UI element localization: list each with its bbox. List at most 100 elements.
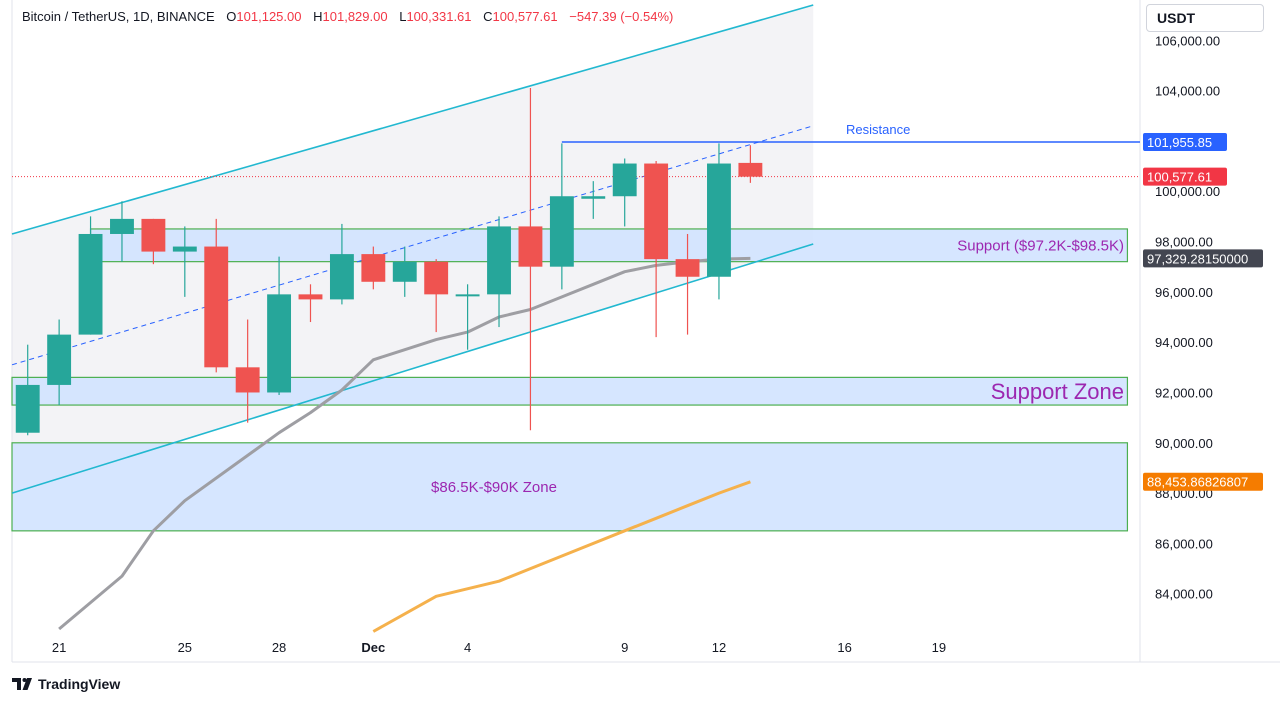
candle-body xyxy=(172,246,197,252)
candle xyxy=(612,158,637,227)
x-tick-label: Dec xyxy=(361,640,385,655)
candle xyxy=(581,181,606,219)
close-value: 100,577.61 xyxy=(492,9,558,24)
open-value: 101,125.00 xyxy=(236,9,302,24)
x-tick-label: 19 xyxy=(932,640,946,655)
open-label: O xyxy=(226,9,237,24)
y-tick-label: 86,000.00 xyxy=(1155,536,1213,551)
chart-legend: Bitcoin / TetherUS, 1D, BINANCE O101,125… xyxy=(22,9,673,24)
y-tick-label: 98,000.00 xyxy=(1155,235,1213,250)
channel-lower-line xyxy=(11,243,814,494)
candle xyxy=(110,201,134,262)
y-tick-label: 94,000.00 xyxy=(1155,335,1213,350)
price-tag-box xyxy=(1143,249,1263,268)
y-tick-label: 96,000.00 xyxy=(1155,285,1213,300)
close-label: C xyxy=(483,9,493,24)
x-tick-label: 9 xyxy=(621,640,628,655)
candle xyxy=(738,145,763,183)
candle-body xyxy=(141,218,166,252)
candle-body xyxy=(644,163,669,260)
support-zone-lower-label: $86.5K-$90K Zone xyxy=(431,479,557,496)
candle-body xyxy=(487,226,511,295)
candle-body xyxy=(361,254,386,282)
high-label: H xyxy=(313,9,323,24)
candle-body xyxy=(15,384,40,433)
price-tag: 97,329.28150000 xyxy=(1143,249,1263,268)
price-tag: 101,955.85 xyxy=(1143,132,1227,151)
candle xyxy=(487,216,511,328)
x-tick-label: 25 xyxy=(178,640,192,655)
channel-upper-line xyxy=(11,4,814,235)
tradingview-logo-icon xyxy=(12,678,32,690)
candle-body xyxy=(549,196,574,267)
price-tag-box xyxy=(1143,167,1227,186)
y-tick-label: 84,000.00 xyxy=(1155,587,1213,602)
candle xyxy=(267,256,292,395)
candle-body xyxy=(707,163,731,277)
candle xyxy=(47,319,72,406)
candle xyxy=(204,218,229,373)
candle-body xyxy=(612,163,637,197)
candle xyxy=(15,344,40,436)
candle-body xyxy=(329,254,354,300)
y-tick-label: 92,000.00 xyxy=(1155,385,1213,400)
candle xyxy=(298,284,323,323)
currency-button[interactable]: USDT xyxy=(1146,4,1264,32)
y-tick-label: 90,000.00 xyxy=(1155,436,1213,451)
price-tag: 100,577.61 xyxy=(1143,167,1227,186)
x-tick-label: 28 xyxy=(272,640,286,655)
candle-body xyxy=(298,294,323,300)
candle-body xyxy=(581,196,606,199)
x-tick-label: 16 xyxy=(837,640,851,655)
candles xyxy=(15,88,763,436)
low-label: L xyxy=(399,9,407,24)
candle xyxy=(644,161,669,338)
candle-body xyxy=(518,226,543,267)
price-tag-box xyxy=(1143,472,1263,491)
candle xyxy=(329,223,354,305)
candle xyxy=(424,259,449,333)
low-value: 100,331.61 xyxy=(406,9,472,24)
x-tick-label: 21 xyxy=(52,640,66,655)
x-tick-label: 12 xyxy=(712,640,726,655)
candle xyxy=(141,218,166,265)
price-tag-label: 97,329.28150000 xyxy=(1147,251,1248,266)
candle-body xyxy=(424,261,449,295)
candle-body xyxy=(78,233,103,335)
candle-body xyxy=(675,259,700,277)
symbol-title: Bitcoin / TetherUS, 1D, BINANCE xyxy=(22,9,215,24)
moving-average-orange xyxy=(372,480,751,633)
candle xyxy=(675,233,700,335)
support-zone-lower-box xyxy=(11,442,1129,532)
y-tick-label: 104,000.00 xyxy=(1155,84,1220,99)
resistance-label: Resistance xyxy=(846,122,910,137)
candle-body xyxy=(110,218,134,234)
candle xyxy=(518,88,543,431)
y-tick-label: 106,000.00 xyxy=(1155,33,1220,48)
candle-body xyxy=(47,334,72,385)
candle xyxy=(392,246,417,297)
high-value: 101,829.00 xyxy=(322,9,388,24)
candle xyxy=(78,216,103,335)
brand[interactable]: TradingView xyxy=(12,676,120,692)
price-tag-label: 88,453.86826807 xyxy=(1147,475,1248,490)
candle xyxy=(235,319,260,423)
brand-name: TradingView xyxy=(38,676,121,692)
candle xyxy=(172,226,197,297)
support-zone-middle-label: Support Zone xyxy=(991,379,1124,404)
candle-body xyxy=(455,294,480,297)
moving-average-gray xyxy=(58,256,751,631)
candle-body xyxy=(204,246,229,368)
support-zone-middle-box xyxy=(11,376,1129,406)
y-tick-label: 100,000.00 xyxy=(1155,184,1220,199)
price-tag-box xyxy=(1143,132,1227,151)
price-tag-label: 100,577.61 xyxy=(1147,170,1212,185)
x-tick-label: 4 xyxy=(464,640,471,655)
candle xyxy=(549,143,574,290)
candle xyxy=(455,284,480,350)
candle xyxy=(361,246,386,290)
candle-body xyxy=(235,367,260,393)
price-tag-label: 101,955.85 xyxy=(1147,135,1212,150)
candle-body xyxy=(392,261,417,282)
